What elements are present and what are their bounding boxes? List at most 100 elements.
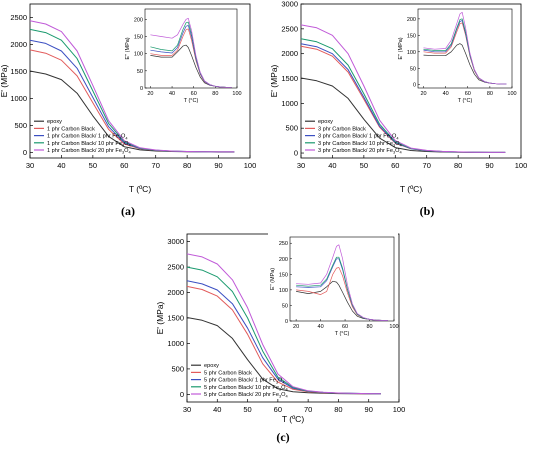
panel-label: (b) — [420, 204, 435, 218]
panel-label: (c) — [276, 430, 289, 444]
y-tick-label: 2500 — [167, 263, 184, 272]
inset-background — [396, 5, 516, 106]
x-axis-label: T (ºC) — [282, 414, 304, 424]
inset-x-tick-label: 20 — [147, 91, 153, 97]
x-tick-label: 30 — [26, 161, 34, 170]
inset-y-axis-label: E'' (MPa) — [125, 37, 131, 59]
y-tick-label: 1000 — [281, 99, 298, 108]
x-tick-label: 60 — [391, 161, 399, 170]
y-tick-label: 500 — [14, 121, 27, 130]
inset-y-tick-label: 0 — [140, 86, 143, 92]
y-tick-label: 3000 — [167, 237, 184, 246]
legend-label: 1 phr Carbon Black/ 1 phr Fe3O4 — [47, 134, 128, 141]
inset-frame — [289, 236, 395, 322]
legend-label: 1 phr Carbon Black — [47, 126, 95, 132]
panel-b: 30 40 50 60 70 80 90 10005001000150020002500300… — [269, 0, 527, 218]
x-tick-label: 80 — [183, 161, 191, 170]
x-tick-label: 40 — [213, 405, 221, 414]
inset-series-line — [150, 17, 232, 88]
y-tick-label: 500 — [171, 364, 184, 373]
inset-y-axis-label: E'' (MPa) — [270, 268, 276, 290]
legend-label: 1 phr Carbon Black/ 20 phr Fe3O4 — [47, 148, 131, 155]
inset-x-axis-label: T (°C) — [184, 98, 199, 104]
y-tick-label: 500 — [285, 124, 298, 133]
inset-series-line — [423, 11, 507, 85]
y-tick-label: 2000 — [10, 40, 27, 49]
inset-x-tick-label: 60 — [465, 91, 471, 97]
x-tick-label: 40 — [328, 161, 336, 170]
inset-x-axis-label: T (°C) — [335, 331, 350, 337]
inset-chart: 20 40 60 80 100 0 50 100 150 200 T (°C) E'' (MPa) — [396, 5, 517, 106]
x-tick-label: 80 — [454, 161, 462, 170]
x-tick-label: 80 — [334, 405, 342, 414]
inset-y-tick-label: 150 — [134, 34, 143, 40]
inset-frame — [144, 8, 238, 89]
legend-label: epoxy — [318, 119, 333, 125]
inset-y-tick-label: 0 — [413, 83, 416, 89]
inset-y-tick-label: 150 — [407, 33, 416, 39]
y-axis-label: E' (MPa) — [155, 301, 165, 334]
x-tick-label: 50 — [243, 405, 251, 414]
inset-y-tick-label: 100 — [407, 50, 416, 56]
inset-x-tick-label: 60 — [342, 324, 348, 330]
x-axis-label: T (ºC) — [400, 184, 422, 194]
series-line — [29, 20, 235, 153]
legend-label: 1 phr Carbon Black/ 10 phr Fe3O4 — [47, 141, 131, 148]
x-tick-label: 70 — [304, 405, 312, 414]
legend-label: 3 phr Carbon Black — [318, 126, 366, 132]
y-tick-label: 1000 — [10, 94, 27, 103]
y-tick-label: 0 — [23, 148, 27, 157]
panel-label: (a) — [121, 204, 135, 218]
inset-x-axis-label: T (°C) — [458, 98, 473, 104]
inset-x-tick-label: 100 — [507, 91, 516, 97]
y-axis-label: E' (MPa) — [0, 64, 9, 97]
x-tick-label: 50 — [360, 161, 368, 170]
legend-label: 5 phr Carbon Black — [204, 370, 252, 376]
inset-y-tick-label: 200 — [407, 17, 416, 23]
legend-label: 3 phr Carbon Black/ 10 phr Fe3O4 — [318, 141, 402, 148]
series-line — [300, 24, 506, 153]
legend-label: 5 phr Carbon Black/ 20 phr Fe3O4 — [204, 392, 288, 399]
x-tick-label: 60 — [274, 405, 282, 414]
inset-y-tick-label: 50 — [410, 66, 416, 72]
y-tick-label: 2000 — [167, 288, 184, 297]
x-tick-label: 30 — [297, 161, 305, 170]
inset-y-tick-label: 250 — [279, 241, 288, 247]
inset-y-tick-label: 100 — [134, 52, 143, 58]
x-axis-label: T (ºC) — [129, 184, 151, 194]
inset-background — [123, 5, 241, 106]
x-tick-label: 50 — [89, 161, 97, 170]
inset-x-tick-label: 20 — [293, 324, 299, 330]
x-tick-label: 100 — [393, 405, 406, 414]
inset-y-tick-label: 200 — [279, 257, 288, 263]
inset-y-axis-label: E'' (MPa) — [398, 37, 404, 59]
inset-y-tick-label: 100 — [279, 288, 288, 294]
y-tick-label: 0 — [294, 149, 298, 158]
inset-x-tick-label: 20 — [420, 91, 426, 97]
y-tick-label: 1000 — [167, 339, 184, 348]
x-tick-label: 90 — [365, 405, 373, 414]
inset-y-tick-label: 50 — [137, 69, 143, 75]
legend-label: 3 phr Carbon Black/ 1 phr Fe3O4 — [318, 134, 399, 141]
x-tick-label: 30 — [183, 405, 191, 414]
y-tick-label: 2500 — [10, 13, 27, 22]
y-axis-label: E' (MPa) — [269, 64, 279, 97]
x-tick-label: 100 — [515, 161, 528, 170]
inset-chart: 20 40 60 80 100 0 50 100 150 200 T (°C) E'' (MPa) — [123, 5, 242, 106]
panel-c: 30 40 50 60 70 80 90 10005001000150020002500300… — [155, 233, 405, 444]
y-tick-label: 1500 — [10, 67, 27, 76]
inset-frame — [417, 8, 513, 89]
x-tick-label: 60 — [120, 161, 128, 170]
legend-label: epoxy — [47, 119, 62, 125]
legend-label: 3 phr Carbon Black/ 20 phr Fe3O4 — [318, 148, 402, 155]
inset-x-tick-label: 80 — [487, 91, 493, 97]
legend-label: epoxy — [204, 363, 219, 369]
inset-x-tick-label: 100 — [232, 91, 241, 97]
x-tick-label: 100 — [244, 161, 257, 170]
x-tick-label: 90 — [485, 161, 493, 170]
series-line — [186, 253, 381, 395]
x-tick-label: 70 — [423, 161, 431, 170]
legend-label: 5 phr Carbon Black/ 10 phr Fe3O4 — [204, 385, 288, 392]
